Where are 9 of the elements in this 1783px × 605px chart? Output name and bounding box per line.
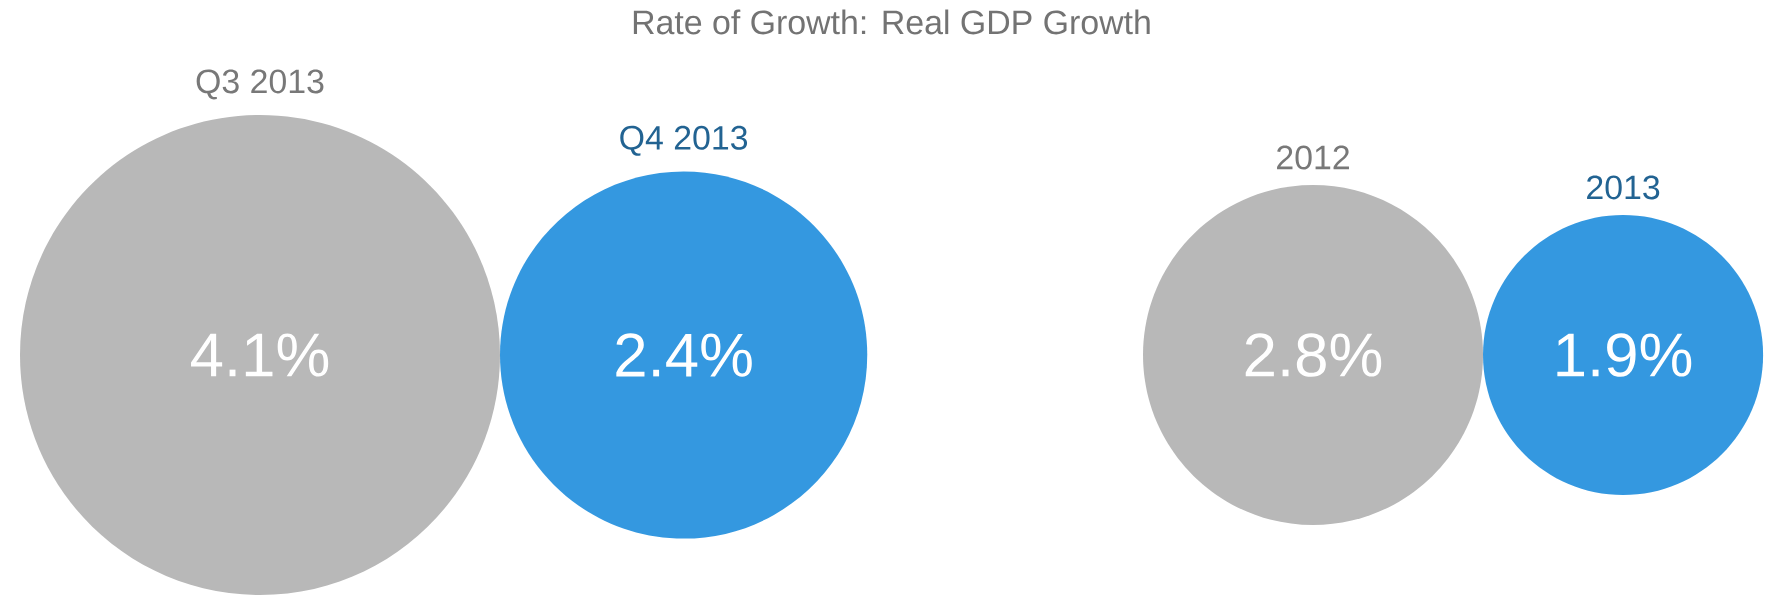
category-label: Q4 2013 [620, 125, 748, 156]
data-label: 1.9% [1557, 333, 1692, 377]
data-label: 4.1% [191, 333, 329, 377]
category-label: 2012 [1277, 145, 1349, 170]
data-label: 2.8% [1245, 333, 1382, 377]
text: Rate of Growth: Real GDP Growth [633, 9, 1150, 35]
category-label: Q3 2013 [196, 69, 324, 100]
category-label: 2013 [1587, 175, 1660, 200]
data-label: 2.4% [616, 333, 752, 377]
